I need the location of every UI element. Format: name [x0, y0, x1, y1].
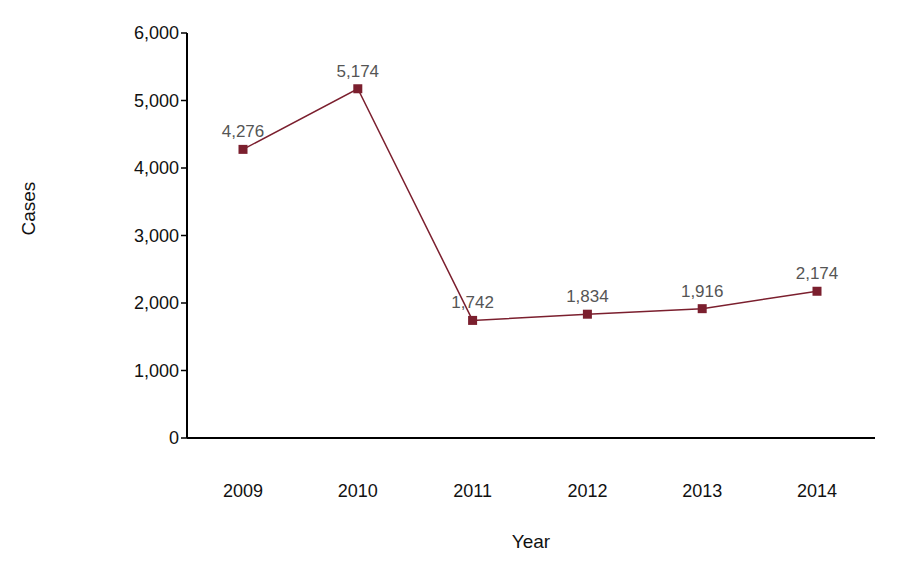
- svg-text:Cases: Cases: [18, 182, 39, 236]
- svg-text:Year: Year: [512, 531, 551, 552]
- svg-text:2011: 2011: [453, 481, 492, 501]
- svg-text:2012: 2012: [567, 481, 607, 501]
- svg-text:1,742: 1,742: [451, 293, 494, 312]
- svg-text:1,834: 1,834: [566, 287, 609, 306]
- svg-text:2014: 2014: [797, 481, 837, 501]
- svg-text:2,174: 2,174: [796, 264, 839, 283]
- svg-text:0: 0: [169, 428, 179, 448]
- svg-text:4,276: 4,276: [222, 122, 265, 141]
- svg-text:2,000: 2,000: [134, 293, 179, 313]
- svg-text:1,916: 1,916: [681, 282, 724, 301]
- svg-text:5,174: 5,174: [337, 62, 380, 81]
- svg-text:2009: 2009: [223, 481, 263, 501]
- svg-text:2010: 2010: [338, 481, 378, 501]
- svg-text:6,000: 6,000: [134, 23, 179, 43]
- svg-text:3,000: 3,000: [134, 226, 179, 246]
- svg-text:4,000: 4,000: [134, 158, 179, 178]
- svg-text:5,000: 5,000: [134, 91, 179, 111]
- svg-text:1,000: 1,000: [134, 361, 179, 381]
- svg-text:2013: 2013: [682, 481, 722, 501]
